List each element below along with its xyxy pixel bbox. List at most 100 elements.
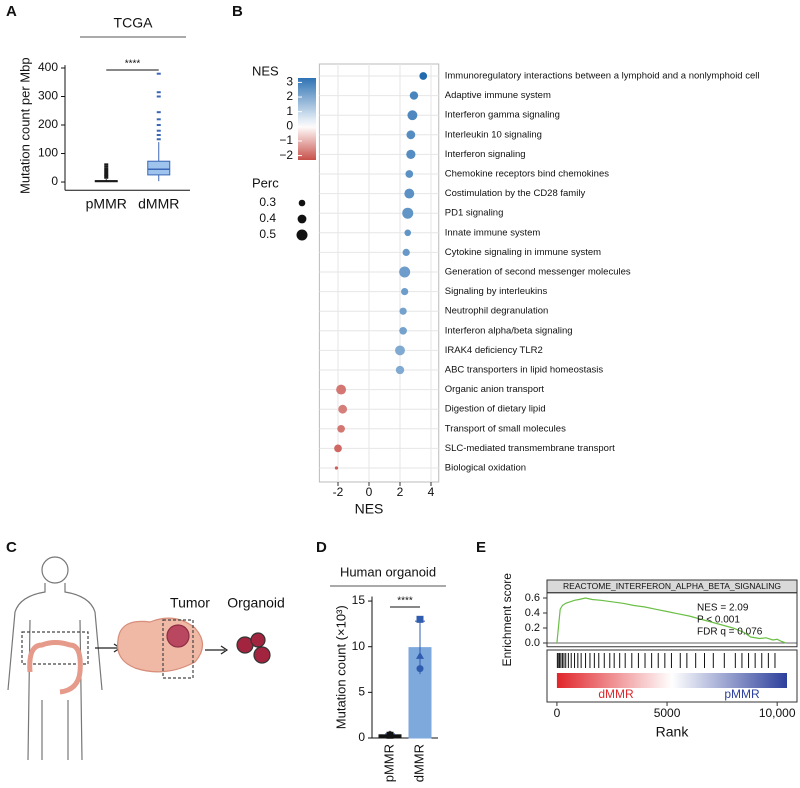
x-tick-label: 10,000 — [759, 706, 796, 720]
size-legend-title: Perc — [252, 175, 279, 190]
size-legend-label: 0.3 — [259, 195, 276, 209]
body-head — [41, 556, 69, 584]
size-legend-dot — [298, 199, 306, 207]
y-tick-label: 5 — [358, 685, 365, 699]
dot — [401, 287, 409, 296]
x-tick-label: dMMR — [411, 744, 426, 782]
category-label: Transport of small molecules — [445, 423, 566, 434]
chart-title: TCGA — [114, 15, 154, 31]
category-label: Biological oxidation — [445, 463, 526, 474]
dot — [406, 130, 416, 140]
dot — [419, 72, 428, 80]
outlier — [156, 95, 161, 98]
y-tick-label: 0.4 — [525, 607, 540, 619]
category-label: Organic anion transport — [445, 384, 545, 395]
point — [416, 615, 424, 623]
x-axis-label: NES — [355, 501, 384, 517]
annotation: NES = 2.09 — [697, 603, 749, 614]
category-label: Neutrophil degranulation — [445, 306, 549, 317]
point — [386, 731, 394, 739]
tumor — [166, 624, 190, 648]
x-tick-label: 4 — [428, 485, 435, 499]
outlier — [104, 170, 109, 173]
outlier — [104, 175, 109, 178]
chart-title: REACTOME_INTERFERON_ALPHA_BETA_SIGNALING — [563, 581, 781, 591]
colorbar-tick-label: 0 — [286, 118, 293, 132]
category-label: Digestion of dietary lipid — [445, 404, 546, 415]
significance: **** — [397, 596, 413, 607]
category-label: Interleukin 10 signaling — [445, 129, 542, 140]
x-tick-label: pMMR — [381, 744, 396, 782]
outlier — [156, 133, 161, 136]
outlier — [104, 163, 109, 166]
annotation: FDR q = 0.076 — [697, 627, 763, 638]
outlier — [104, 176, 109, 179]
size-legend-label: 0.5 — [259, 227, 276, 241]
dashed-box — [162, 619, 194, 679]
x-tick-label: 0 — [366, 485, 373, 499]
colon — [27, 640, 83, 695]
colorbar-tick-label: 2 — [286, 89, 293, 103]
dot — [395, 345, 405, 356]
outlier — [104, 173, 109, 176]
dot — [402, 248, 410, 257]
ranking-label: dMMR — [598, 687, 634, 701]
panel-label: B — [232, 3, 243, 20]
es-curve — [556, 597, 787, 644]
size-legend-label: 0.4 — [259, 211, 276, 225]
outlier — [156, 72, 161, 75]
colorbar-tick-label: −1 — [279, 133, 293, 147]
category-label: Chemokine receptors bind chemokines — [445, 169, 609, 180]
outlier — [104, 172, 109, 175]
colorbar-tick-label: 1 — [286, 104, 293, 118]
arrow-head — [220, 645, 229, 655]
y-tick-label: 300 — [38, 89, 58, 103]
rank-heatmap — [556, 673, 787, 688]
dot — [399, 266, 411, 278]
dot — [399, 307, 407, 315]
dot — [409, 91, 419, 100]
point — [416, 665, 424, 673]
plot-area — [318, 63, 440, 483]
size-legend-dot — [297, 214, 307, 224]
illustration-label: Organoid — [227, 595, 285, 611]
outlier — [156, 111, 161, 114]
x-tick-label: 2 — [397, 485, 404, 499]
dashed-box — [21, 631, 89, 665]
outlier — [104, 169, 109, 172]
point — [416, 651, 424, 659]
y-axis-label: Mutation count (×10³) — [333, 605, 348, 729]
category-label: Adaptive immune system — [445, 90, 551, 101]
rank-frame — [546, 649, 798, 703]
organoid — [253, 646, 271, 664]
category-label: Costimulation by the CD28 family — [445, 188, 586, 199]
x-tick-label: 0 — [554, 706, 561, 720]
x-tick-label: dMMR — [138, 196, 179, 212]
dot — [337, 424, 345, 433]
y-tick-label: 0 — [358, 730, 365, 744]
y-tick-label: 15 — [352, 593, 366, 607]
colorbar-tick-label: 3 — [286, 75, 293, 89]
outlier — [156, 91, 161, 94]
annotation: P < 0.001 — [697, 615, 740, 626]
x-tick-label: pMMR — [86, 196, 127, 212]
y-axis-label: Mutation count per Mbp — [17, 57, 32, 194]
colorbar — [298, 78, 316, 160]
dot — [406, 149, 416, 160]
dot — [395, 365, 405, 375]
category-label: Signaling by interleukins — [445, 286, 548, 297]
colorbar-tick-label: −2 — [279, 148, 293, 162]
outlier — [104, 167, 109, 170]
y-tick-label: 0.0 — [525, 637, 540, 649]
panel-label: E — [476, 539, 486, 556]
outlier — [104, 165, 109, 168]
chart-title: Human organoid — [340, 564, 436, 579]
dot — [404, 229, 412, 237]
category-label: IRAK4 deficiency TLR2 — [445, 345, 543, 356]
illustration-label: Tumor — [170, 595, 210, 611]
y-tick-label: 200 — [38, 117, 58, 131]
y-axis-label: Enrichment score — [500, 573, 514, 667]
dot — [336, 384, 347, 395]
category-label: Innate immune system — [445, 227, 541, 238]
dot — [334, 466, 339, 470]
